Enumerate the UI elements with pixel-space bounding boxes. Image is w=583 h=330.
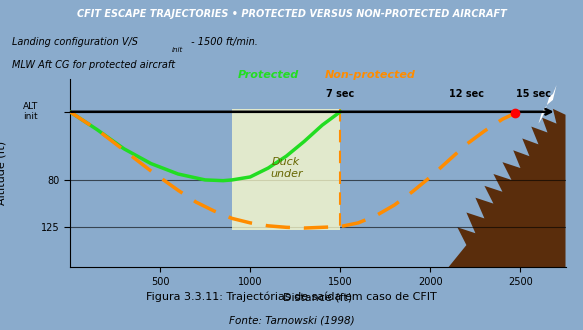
Text: Landing configuration V/S: Landing configuration V/S [12, 37, 138, 48]
Text: CFIT ESCAPE TRAJECTORIES • PROTECTED VERSUS NON-PROTECTED AIRCRAFT: CFIT ESCAPE TRAJECTORIES • PROTECTED VER… [76, 9, 507, 19]
Text: Fonte: Tarnowski (1998): Fonte: Tarnowski (1998) [229, 315, 354, 325]
Text: - 1500 ft/min.: - 1500 ft/min. [188, 37, 258, 48]
Text: MLW Aft CG for protected aircraft: MLW Aft CG for protected aircraft [12, 60, 175, 70]
Text: 12 sec: 12 sec [449, 89, 484, 99]
Text: 15 sec: 15 sec [515, 89, 550, 99]
Text: ALT
init: ALT init [23, 102, 38, 121]
Text: init: init [172, 47, 183, 52]
Polygon shape [539, 85, 557, 124]
Text: Protected: Protected [237, 70, 299, 80]
Bar [232, 109, 340, 230]
Text: Figura 3.3.11: Trajectórias de saída em caso de CFIT: Figura 3.3.11: Trajectórias de saída em … [146, 292, 437, 302]
Text: 7 sec: 7 sec [326, 89, 354, 99]
Y-axis label: Altitude (ft): Altitude (ft) [0, 141, 6, 205]
Text: Duck
under: Duck under [270, 157, 303, 179]
Polygon shape [448, 109, 566, 267]
Text: Non-protected: Non-protected [325, 70, 416, 80]
X-axis label: Distance (ft): Distance (ft) [283, 293, 352, 303]
